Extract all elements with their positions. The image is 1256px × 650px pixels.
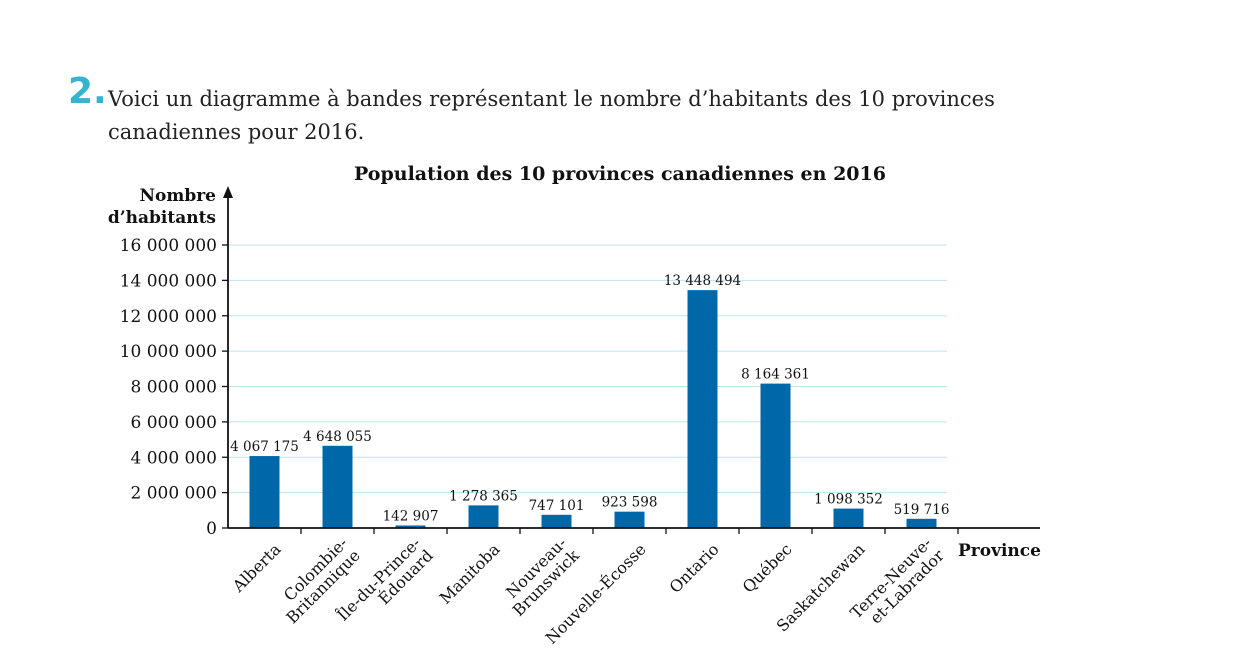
question-number: 2. bbox=[68, 71, 107, 112]
bar bbox=[906, 518, 937, 528]
y-tick-label: 10 000 000 bbox=[120, 342, 217, 362]
bar-value-label: 519 716 bbox=[894, 502, 950, 518]
x-axis-label: Province bbox=[958, 541, 1041, 561]
bar-value-label: 13 448 494 bbox=[664, 273, 741, 289]
axes bbox=[222, 186, 1040, 534]
bar-value-label: 4 067 175 bbox=[230, 439, 299, 455]
bar bbox=[468, 505, 499, 528]
y-axis-label-line-1: Nombre bbox=[139, 186, 216, 206]
y-tick-label: 14 000 000 bbox=[120, 271, 217, 291]
y-tick-label: 0 bbox=[206, 519, 217, 539]
chart-title: Population des 10 provinces canadiennes … bbox=[354, 163, 886, 185]
bar bbox=[541, 514, 572, 528]
bar-value-label: 8 164 361 bbox=[741, 367, 810, 383]
y-tick-label: 2 000 000 bbox=[130, 484, 217, 504]
bar bbox=[322, 445, 353, 528]
y-axis-label-line-2: d’habitants bbox=[108, 208, 216, 228]
x-category-label-line: Québec bbox=[739, 540, 796, 597]
x-category-label-line: Alberta bbox=[228, 539, 285, 596]
x-category-label: Alberta bbox=[228, 539, 285, 596]
question-text-line-2: canadiennes pour 2016. bbox=[108, 120, 365, 144]
x-category-label-line: Manitoba bbox=[436, 539, 504, 607]
question-text: Voici un diagramme à bandes représentant… bbox=[108, 83, 1068, 149]
y-tick-label: 6 000 000 bbox=[130, 413, 217, 433]
bar bbox=[687, 290, 718, 528]
y-tick-label: 4 000 000 bbox=[130, 448, 217, 468]
x-category-label: Ontario bbox=[665, 540, 722, 597]
y-tick-label: 8 000 000 bbox=[130, 378, 217, 398]
x-category-label: Manitoba bbox=[436, 539, 504, 607]
bar-value-label: 1 098 352 bbox=[814, 492, 883, 508]
bar bbox=[833, 508, 864, 528]
x-category-label: Québec bbox=[739, 540, 796, 597]
bar-value-label: 747 101 bbox=[529, 498, 585, 514]
y-axis-arrow bbox=[223, 186, 233, 198]
bar-value-label: 1 278 365 bbox=[449, 488, 518, 504]
bars bbox=[249, 290, 937, 528]
y-tick-label: 12 000 000 bbox=[120, 307, 217, 327]
question-text-line-1: Voici un diagramme à bandes représentant… bbox=[108, 87, 995, 111]
bar-value-label: 142 907 bbox=[383, 508, 439, 524]
bar-value-label: 923 598 bbox=[602, 495, 658, 511]
bar bbox=[760, 383, 791, 528]
x-category-label-line: Ontario bbox=[665, 540, 722, 597]
labels: 0 2 000 000 4 000 000 6 000 000 8 000 000 10 … bbox=[120, 236, 950, 648]
bar-value-label: 4 648 055 bbox=[303, 429, 372, 445]
bar bbox=[614, 511, 645, 528]
y-tick-label: 16 000 000 bbox=[120, 236, 217, 256]
bar bbox=[395, 525, 426, 528]
bar bbox=[249, 456, 280, 528]
